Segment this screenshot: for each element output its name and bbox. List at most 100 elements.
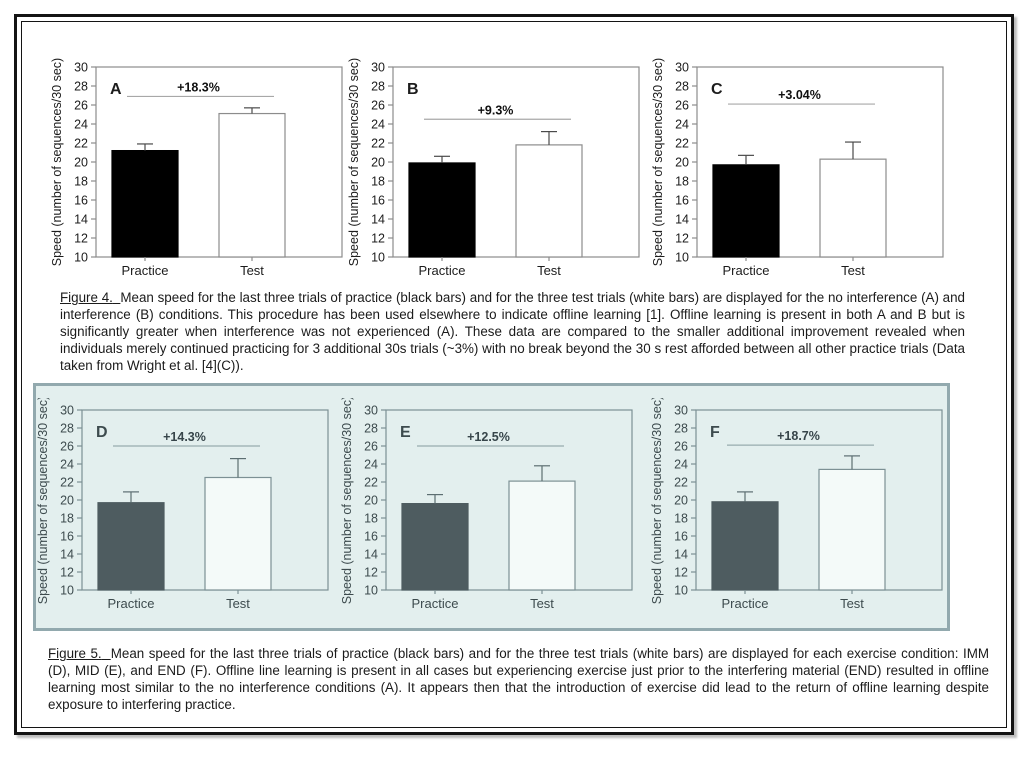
y-tick-label: 20: [60, 494, 74, 508]
y-tick-label: 28: [675, 80, 689, 94]
panel-letter: D: [96, 424, 108, 441]
panel-letter: F: [710, 424, 720, 441]
y-tick-label: 24: [364, 458, 378, 472]
y-tick-label: 14: [371, 213, 385, 227]
y-tick-label: 16: [364, 530, 378, 544]
y-tick-label: 20: [74, 156, 88, 170]
chart-panel-a: 10 12 14 16 18 20 22 24 26 28 30 Speed (number of s…: [50, 55, 355, 295]
y-tick-label: 26: [675, 99, 689, 113]
y-tick-label: 20: [364, 494, 378, 508]
x-tick-label: Test: [841, 263, 865, 278]
x-tick-label: Test: [530, 596, 554, 611]
bar-test: [218, 112, 286, 258]
y-tick-label: 24: [371, 118, 385, 132]
y-tick-label: 10: [371, 251, 385, 265]
y-tick-label: 24: [675, 118, 689, 132]
y-tick-label: 10: [674, 584, 688, 598]
y-tick-label: 30: [674, 404, 688, 418]
bar-practice: [711, 501, 779, 591]
y-tick-label: 14: [675, 213, 689, 227]
y-axis-label: Speed (number of sequences/30 sec): [651, 58, 665, 266]
bar-practice: [97, 502, 165, 591]
y-tick-label: 30: [60, 404, 74, 418]
y-tick-label: 22: [74, 137, 88, 151]
x-tick-label: Practice: [122, 263, 169, 278]
annotation-label: +9.3%: [478, 103, 514, 117]
bar-test: [818, 468, 886, 591]
panel-letter: B: [407, 81, 419, 98]
bar-practice: [712, 164, 780, 258]
y-tick-label: 16: [60, 530, 74, 544]
y-tick-label: 30: [364, 404, 378, 418]
y-tick-label: 16: [675, 194, 689, 208]
figure5-label: Figure 5.: [48, 646, 102, 661]
y-axis-label: Speed (number of sequences/30 sec): [36, 398, 50, 604]
annotation-label: +3.04%: [778, 88, 821, 102]
y-tick-label: 30: [74, 61, 88, 75]
annotation-label: +14.3%: [163, 430, 206, 444]
y-tick-label: 28: [364, 422, 378, 436]
figure5-text: Mean speed for the last three trials of …: [48, 646, 990, 713]
y-tick-label: 24: [60, 458, 74, 472]
chart-panel-c: 10 12 14 16 18 20 22 24 26 28 30 Speed (number of s…: [651, 55, 956, 295]
chart-panel-b: 10 12 14 16 18 20 22 24 26 28 30 Speed (number of s…: [347, 55, 652, 295]
y-tick-label: 14: [674, 548, 688, 562]
bar-practice: [111, 149, 179, 258]
annotation-label: +12.5%: [467, 430, 510, 444]
x-tick-label: Practice: [722, 596, 769, 611]
bar-chart-d: 10 12 14 16 18 20 22 24 26 28 30 Speed (number of s…: [36, 396, 329, 611]
y-tick-label: 18: [74, 175, 88, 189]
x-tick-label: Practice: [412, 596, 459, 611]
y-tick-label: 26: [60, 440, 74, 454]
bar-test: [515, 144, 583, 258]
figure5-highlight-box: 10 12 14 16 18 20 22 24 26 28 30 Speed (number of s…: [33, 383, 950, 631]
slide-frame: 10 12 14 16 18 20 22 24 26 28 30 Speed (number of s…: [14, 14, 1014, 735]
y-tick-label: 28: [674, 422, 688, 436]
y-tick-label: 16: [674, 530, 688, 544]
y-axis-label: Speed (number of sequences/30 sec): [650, 398, 664, 604]
bar-practice: [401, 502, 469, 591]
y-tick-label: 10: [364, 584, 378, 598]
figure4-text: Mean speed for the last three trials of …: [60, 290, 965, 374]
x-tick-label: Test: [240, 263, 264, 278]
annotation-label: +18.3%: [177, 80, 220, 94]
chart-panel-e: 10 12 14 16 18 20 22 24 26 28 30 Speed (number of s…: [340, 396, 645, 638]
panel-letter: E: [400, 424, 411, 441]
y-tick-label: 14: [364, 548, 378, 562]
x-tick-label: Test: [537, 263, 561, 278]
y-tick-label: 20: [371, 156, 385, 170]
y-tick-label: 24: [74, 118, 88, 132]
y-tick-label: 14: [74, 213, 88, 227]
figure4-label: Figure 4.: [60, 290, 113, 305]
figure5-caption: Figure 5. Mean speed for the last three t…: [48, 645, 989, 713]
y-axis-label: Speed (number of sequences/30 sec): [340, 398, 354, 604]
y-tick-label: 18: [60, 512, 74, 526]
bar-test: [508, 480, 576, 591]
y-axis-label: Speed (number of sequences/30 sec): [347, 58, 361, 266]
bar-chart-c: 10 12 14 16 18 20 22 24 26 28 30 Speed (number of s…: [651, 58, 944, 278]
bar-test: [819, 158, 887, 258]
x-tick-label: Test: [226, 596, 250, 611]
y-tick-label: 12: [675, 232, 689, 246]
y-tick-label: 12: [74, 232, 88, 246]
bar-chart-f: 10 12 14 16 18 20 22 24 26 28 30 Speed (number of s…: [650, 396, 943, 611]
chart-panel-d: 10 12 14 16 18 20 22 24 26 28 30 Speed (number of s…: [36, 396, 341, 638]
y-tick-label: 10: [74, 251, 88, 265]
y-tick-label: 18: [364, 512, 378, 526]
x-tick-label: Test: [840, 596, 864, 611]
x-tick-label: Practice: [108, 596, 155, 611]
y-tick-label: 26: [674, 440, 688, 454]
y-tick-label: 24: [674, 458, 688, 472]
x-tick-label: Practice: [419, 263, 466, 278]
y-tick-label: 28: [60, 422, 74, 436]
y-tick-label: 28: [371, 80, 385, 94]
y-tick-label: 20: [675, 156, 689, 170]
y-tick-label: 16: [74, 194, 88, 208]
bar-chart-a: 10 12 14 16 18 20 22 24 26 28 30 Speed (number of s…: [50, 58, 343, 278]
y-tick-label: 12: [371, 232, 385, 246]
bar-chart-e: 10 12 14 16 18 20 22 24 26 28 30 Speed (number of s…: [340, 396, 633, 611]
y-tick-label: 28: [74, 80, 88, 94]
chart-panel-f: 10 12 14 16 18 20 22 24 26 28 30 Speed (number of s…: [650, 396, 955, 638]
y-tick-label: 18: [674, 512, 688, 526]
bar-practice: [408, 162, 476, 258]
